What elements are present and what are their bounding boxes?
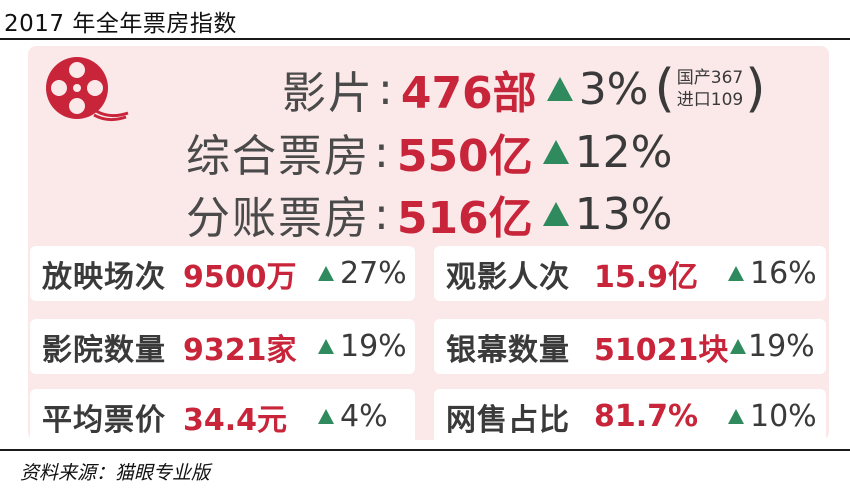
up-arrow-icon: [728, 409, 744, 424]
metric-label: 放映场次: [42, 259, 166, 295]
metric-value: 9500万: [183, 259, 297, 295]
metric-change: 4%: [340, 399, 388, 434]
metric-change: 19%: [748, 329, 815, 364]
up-arrow-icon: [546, 77, 573, 101]
films-label: 影片: [282, 68, 374, 119]
metric-card-avg-price: 平均票价 34.4元 4%: [30, 389, 415, 444]
left-paren: (: [654, 59, 675, 119]
metric-card-admissions: 观影人次 15.9亿 16%: [434, 246, 826, 301]
top-divider: [0, 38, 850, 40]
metric-value: 34.4元: [183, 402, 288, 438]
up-arrow-icon: [730, 339, 746, 354]
up-arrow-icon: [728, 266, 744, 281]
split-box-value: 516亿: [396, 193, 533, 244]
metric-label: 平均票价: [42, 402, 166, 438]
metric-value: 51021块: [594, 332, 729, 368]
metric-label: 网售占比: [446, 402, 570, 438]
split-box-label: 分账票房: [186, 193, 370, 244]
metric-change: 16%: [750, 256, 817, 291]
films-change: 3%: [578, 63, 649, 115]
metric-value: 9321家: [183, 332, 297, 368]
metric-change: 27%: [340, 256, 407, 291]
up-arrow-icon: [542, 140, 569, 164]
metric-label: 银幕数量: [446, 332, 570, 368]
source-note: 资料来源：猫眼专业版: [20, 462, 211, 484]
up-arrow-icon: [318, 409, 334, 424]
right-paren: ): [745, 59, 766, 119]
metric-value: 81.7%: [594, 399, 699, 434]
metric-card-online-share: 网售占比 81.7% 10%: [434, 389, 826, 444]
bottom-divider: [0, 449, 850, 451]
colon: :: [374, 188, 389, 240]
films-value: 476部: [400, 68, 537, 119]
colon: :: [378, 63, 393, 115]
films-imported: 进口109: [676, 90, 744, 110]
metric-card-screens: 银幕数量 51021块 19%: [434, 319, 826, 374]
film-reel-icon: [46, 57, 129, 122]
up-arrow-icon: [318, 266, 334, 281]
metric-change: 10%: [750, 399, 817, 434]
split-box-row: 分账票房 : 516亿 13%: [186, 183, 672, 245]
films-row: 影片 : 476部 3% ( 国产367 进口109 ): [282, 58, 766, 120]
up-arrow-icon: [542, 202, 569, 226]
colon: :: [374, 126, 389, 178]
metric-change: 19%: [340, 329, 407, 364]
metric-card-screenings: 放映场次 9500万 27%: [30, 246, 415, 301]
page-title: 2017 年全年票房指数: [4, 11, 237, 37]
gross-box-change: 12%: [574, 126, 673, 178]
metric-label: 影院数量: [42, 332, 166, 368]
split-box-change: 13%: [574, 188, 673, 240]
metric-value: 15.9亿: [594, 259, 699, 295]
films-breakdown: ( 国产367 进口109 ): [655, 63, 766, 115]
up-arrow-icon: [318, 339, 334, 354]
metric-card-cinemas: 影院数量 9321家 19%: [30, 319, 415, 374]
gross-box-row: 综合票房 : 550亿 12%: [186, 121, 672, 183]
gross-box-label: 综合票房: [186, 131, 370, 182]
gross-box-value: 550亿: [396, 131, 533, 182]
films-domestic: 国产367: [676, 68, 744, 88]
stats-panel: [28, 46, 829, 440]
metric-label: 观影人次: [446, 259, 570, 295]
